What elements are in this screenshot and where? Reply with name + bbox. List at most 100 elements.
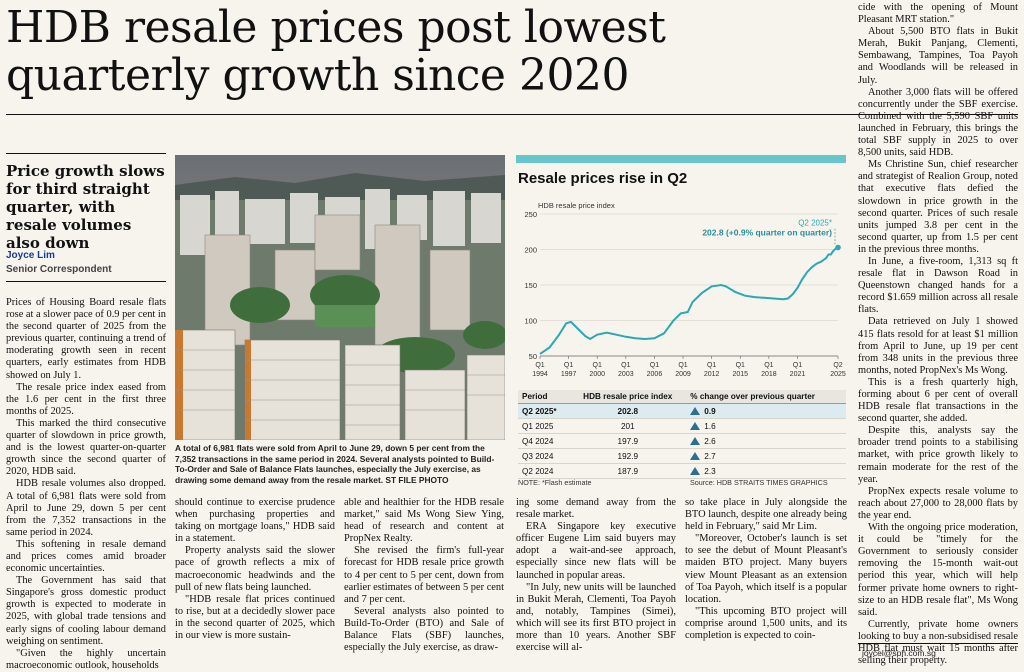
x-tick-label: Q1 bbox=[621, 362, 630, 369]
paragraph: "In July, new units will be launched in … bbox=[516, 581, 676, 654]
paragraph: Another 3,000 flats will be offered conc… bbox=[858, 86, 1018, 159]
table-header-change: % change over previous quarter bbox=[686, 390, 846, 404]
row-change-value: 0.9 bbox=[704, 406, 716, 416]
row-period: Q4 2024 bbox=[518, 433, 570, 449]
author-email: joycel@sph.com.sg bbox=[862, 648, 936, 658]
x-tick-label: 2000 bbox=[589, 371, 605, 378]
photo-illustration bbox=[175, 155, 505, 440]
annotation-value: 202.8 (+0.9% quarter on quarter) bbox=[702, 228, 832, 238]
paragraph: Prices of Housing Board resale flats ros… bbox=[6, 297, 166, 381]
price-index-table: Period HDB resale price index % change o… bbox=[518, 390, 846, 479]
x-tick-label: Q1 bbox=[650, 362, 659, 369]
headline-rule bbox=[6, 114, 1018, 115]
x-tick-label: 2015 bbox=[732, 371, 748, 378]
table-row: Q2 2025* 202.8 0.9 bbox=[518, 403, 846, 419]
row-change: 0.9 bbox=[686, 403, 846, 419]
x-tick-label: 2025 bbox=[830, 371, 846, 378]
up-triangle-icon bbox=[690, 406, 701, 415]
table-row: Q1 2025 201 1.6 bbox=[518, 418, 846, 434]
article-column-4: ing some demand away from the resale mar… bbox=[516, 497, 676, 654]
article-column-3: able and healthier for the HDB resale ma… bbox=[344, 497, 504, 654]
article-column-2: should continue to exercise prudence whe… bbox=[175, 497, 335, 642]
paragraph: ERA Singapore key executive officer Euge… bbox=[516, 521, 676, 581]
y-tick-label: 200 bbox=[524, 246, 537, 255]
x-tick-label: 2018 bbox=[761, 371, 777, 378]
row-change-value: 2.7 bbox=[704, 451, 716, 461]
x-tick-label: 2009 bbox=[675, 371, 691, 378]
row-change: 2.7 bbox=[686, 448, 846, 464]
chart-top-bar bbox=[516, 155, 846, 163]
row-period: Q1 2025 bbox=[518, 418, 570, 434]
table-row: Q2 2024 187.9 2.3 bbox=[518, 463, 846, 479]
paragraph: With the ongoing price moderation, it co… bbox=[858, 522, 1018, 618]
x-tick-label: 2021 bbox=[790, 371, 806, 378]
x-tick-label: 2003 bbox=[618, 371, 634, 378]
table-header-period: Period bbox=[518, 390, 570, 404]
row-period: Q2 2025* bbox=[518, 403, 570, 419]
paragraph: "HDB resale flat prices continued to ris… bbox=[175, 593, 335, 642]
up-triangle-icon bbox=[690, 421, 701, 430]
paragraph: so take place in July alongside the BTO … bbox=[685, 497, 847, 533]
paragraph: able and healthier for the HDB resale ma… bbox=[344, 497, 504, 545]
byline-rule bbox=[6, 281, 166, 282]
up-triangle-icon bbox=[690, 436, 701, 445]
paragraph: Currently, private home owners looking t… bbox=[858, 618, 1018, 667]
row-change: 2.3 bbox=[686, 463, 846, 479]
hdb-estate-photo bbox=[175, 155, 505, 440]
y-tick-label: 50 bbox=[529, 352, 537, 361]
byline-role: Senior Correspondent bbox=[6, 264, 112, 275]
paragraph: Ms Christine Sun, chief researcher and s… bbox=[858, 159, 1018, 255]
x-tick-label: Q1 bbox=[736, 362, 745, 369]
x-tick-label: Q1 bbox=[678, 362, 687, 369]
x-tick-label: Q1 bbox=[535, 362, 544, 369]
article-column-1: Prices of Housing Board resale flats ros… bbox=[6, 297, 166, 672]
chart-title: Resale prices rise in Q2 bbox=[518, 170, 688, 187]
email-rule bbox=[858, 643, 1018, 644]
row-index: 187.9 bbox=[569, 463, 687, 479]
series-line bbox=[539, 246, 839, 355]
y-tick-label: 250 bbox=[524, 210, 537, 219]
chart-note: NOTE: *Flash estimate bbox=[518, 478, 592, 487]
article-column-6: cide with the opening of Mount Pleasant … bbox=[858, 2, 1018, 667]
paragraph: "Moreover, October's launch is set to se… bbox=[685, 533, 847, 605]
row-index: 197.9 bbox=[569, 433, 687, 449]
resale-price-chart: HDB resale price index 50 100 150 200 250 Q1… bbox=[524, 201, 846, 378]
paragraph: HDB resale volumes also dropped. A total… bbox=[6, 478, 166, 538]
paragraph: This marked the third consecutive quarte… bbox=[6, 417, 166, 478]
byline-name: Joyce Lim bbox=[6, 250, 55, 261]
x-tick-label: 1997 bbox=[561, 371, 577, 378]
row-change: 2.6 bbox=[686, 433, 846, 449]
table-row: Q4 2024 197.9 2.6 bbox=[518, 433, 846, 449]
paragraph: This is a fresh quarterly high, forming … bbox=[858, 376, 1018, 425]
row-index: 202.8 bbox=[569, 403, 687, 419]
paragraph: should continue to exercise prudence whe… bbox=[175, 497, 335, 545]
latest-point bbox=[835, 244, 841, 251]
row-period: Q3 2024 bbox=[518, 448, 570, 464]
x-tick-label: 1994 bbox=[532, 371, 548, 378]
paragraph: Despite this, analysts say the broader t… bbox=[858, 425, 1018, 485]
x-tick-label: Q1 bbox=[793, 362, 802, 369]
row-index: 192.9 bbox=[569, 448, 687, 464]
table-row: Q3 2024 192.9 2.7 bbox=[518, 448, 846, 464]
paragraph: "This upcoming BTO project will comprise… bbox=[685, 605, 847, 642]
paragraph: About 5,500 BTO flats in Bukit Merah, Bu… bbox=[858, 26, 1018, 86]
paragraph: cide with the opening of Mount Pleasant … bbox=[858, 2, 1018, 26]
paragraph: This softening in resale demand and pric… bbox=[6, 538, 166, 575]
x-tick-label: Q1 bbox=[593, 362, 602, 369]
row-period: Q2 2024 bbox=[518, 463, 570, 479]
paragraph: The Government has said that Singapore's… bbox=[6, 575, 166, 647]
photo-caption: A total of 6,981 flats were sold from Ap… bbox=[175, 443, 495, 485]
chart-y-axis-label: HDB resale price index bbox=[538, 201, 615, 210]
x-tick-label: Q1 bbox=[707, 362, 716, 369]
row-index: 201 bbox=[569, 418, 687, 434]
paragraph: The resale price index eased from the 1.… bbox=[6, 381, 166, 417]
row-change-value: 2.3 bbox=[704, 466, 716, 476]
x-tick-label: Q1 bbox=[564, 362, 573, 369]
deck: Price growth slows for third straight qu… bbox=[6, 162, 165, 252]
chart-source: Source: HDB STRAITS TIMES GRAPHICS bbox=[690, 478, 828, 487]
x-tick-label: Q2 bbox=[833, 362, 842, 369]
y-tick-label: 100 bbox=[524, 317, 537, 326]
paragraph: Data retrieved on July 1 showed 415 flat… bbox=[858, 316, 1018, 376]
article-column-5: so take place in July alongside the BTO … bbox=[685, 497, 847, 642]
headline: HDB resale prices post lowest quarterly … bbox=[6, 2, 666, 101]
